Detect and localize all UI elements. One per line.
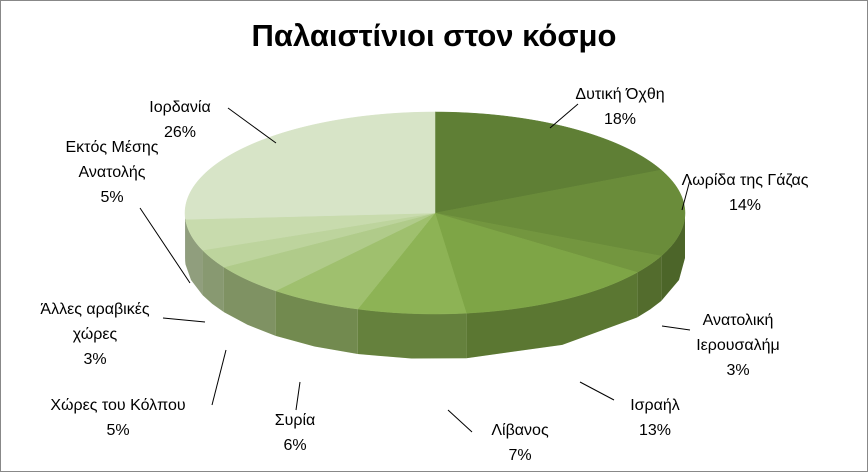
data-label: Συρία 6% xyxy=(195,408,395,458)
slice-side xyxy=(357,309,467,359)
value-label: 18% xyxy=(603,111,637,128)
data-label: Ιορδανία 26% xyxy=(80,95,280,145)
slice-side xyxy=(223,267,276,336)
slice xyxy=(434,111,662,214)
leader-line xyxy=(681,179,691,211)
value-label: 5% xyxy=(100,189,124,206)
slice-side-shade xyxy=(357,309,467,359)
data-label: Άλλες αραβικές χώρες 3% xyxy=(25,297,165,372)
slice xyxy=(184,111,436,265)
slice-top xyxy=(434,169,686,257)
leader-line xyxy=(295,381,301,411)
value-label: 3% xyxy=(726,362,750,379)
category-label: Ισραήλ xyxy=(630,397,680,414)
category-label: Χώρες του Κόλπου xyxy=(50,397,186,414)
leader-line xyxy=(162,317,206,323)
slice-side-shade xyxy=(637,256,662,318)
slice-side-shade xyxy=(202,250,224,313)
category-label: Λωρίδα της Γάζας xyxy=(681,172,809,189)
slice-side xyxy=(202,250,224,313)
slice-side-shade xyxy=(185,219,203,296)
category-label: Άλλες αραβικές χώρες xyxy=(40,301,150,343)
slice-top xyxy=(274,212,436,310)
value-label: 5% xyxy=(106,422,130,439)
slice-side-shade xyxy=(466,272,638,359)
slice-top xyxy=(202,212,436,268)
data-label: Χώρες του Κόλπου 5% xyxy=(18,393,218,443)
slice-side xyxy=(637,256,662,318)
data-label: Λίβανος 7% xyxy=(420,418,620,468)
category-label: Λίβανος xyxy=(491,422,549,439)
leader-line xyxy=(211,349,227,406)
slice xyxy=(434,212,662,318)
value-label: 13% xyxy=(638,422,672,439)
slice xyxy=(434,169,686,301)
category-label: Εκτός Μέσης Ανατολής xyxy=(65,139,159,181)
leader-line xyxy=(579,381,615,401)
leader-line xyxy=(139,207,191,284)
slice xyxy=(434,212,638,359)
chart-title: Παλαιστίνιοι στον κόσμο xyxy=(251,18,617,53)
slice xyxy=(357,212,467,359)
value-label: 26% xyxy=(163,124,197,141)
slice xyxy=(274,212,436,355)
data-label: Δυτική Όχθη 18% xyxy=(520,82,720,132)
slice-top xyxy=(185,212,436,251)
slice-top xyxy=(434,111,662,214)
slice-side xyxy=(275,290,358,355)
slice-side xyxy=(185,219,203,296)
slice xyxy=(223,212,436,336)
data-label: Λωρίδα της Γάζας 14% xyxy=(645,168,845,218)
slice-top xyxy=(434,212,662,273)
category-label: Ανατολική Ιερουσαλήμ xyxy=(696,312,780,354)
leader-line xyxy=(549,103,579,129)
value-label: 7% xyxy=(508,447,532,464)
slice xyxy=(202,212,436,313)
slice-top xyxy=(434,212,638,314)
leader-line xyxy=(227,107,277,144)
slice-top xyxy=(223,212,436,292)
slice-side-shade xyxy=(275,290,358,355)
data-label: Ανατολική Ιερουσαλήμ 3% xyxy=(678,308,798,383)
data-label: Εκτός Μέσης Ανατολής 5% xyxy=(52,135,172,210)
slice-top xyxy=(184,111,436,220)
slice-side xyxy=(466,272,638,359)
value-label: 3% xyxy=(83,351,107,368)
category-label: Ιορδανία xyxy=(149,99,211,116)
leader-line xyxy=(661,325,691,331)
slice xyxy=(185,212,436,296)
category-label: Συρία xyxy=(274,412,316,429)
leader-line xyxy=(447,409,473,433)
slice-top xyxy=(357,212,467,315)
data-label: Ισραήλ 13% xyxy=(555,393,755,443)
value-label: 14% xyxy=(728,197,762,214)
slice-side-shade xyxy=(223,267,276,336)
value-label: 6% xyxy=(283,437,307,454)
category-label: Δυτική Όχθη xyxy=(575,86,665,103)
